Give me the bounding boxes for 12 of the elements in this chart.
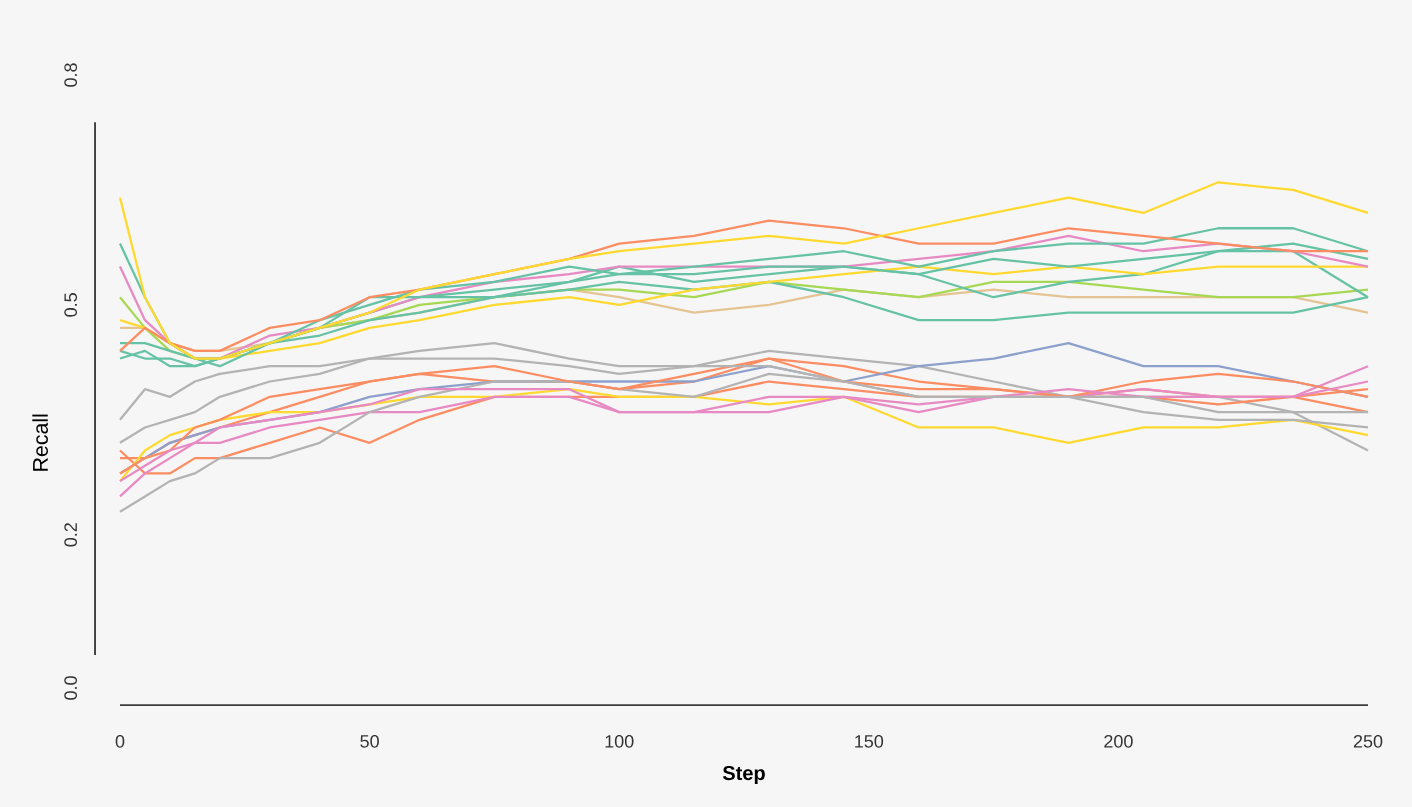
y-tick-label: 0.2 [64, 523, 78, 547]
y-tick-label: 0.8 [64, 63, 78, 87]
x-tick-label: 150 [855, 734, 884, 748]
y-tick-label: 0.5 [64, 293, 78, 317]
y-tick-label: 0.0 [64, 676, 78, 700]
x-tick-label: 200 [1104, 734, 1133, 748]
x-tick-label: 50 [360, 734, 379, 748]
x-tick-label: 100 [605, 734, 634, 748]
x-tick-label: 0 [115, 734, 125, 748]
x-tick-label: 250 [1353, 734, 1383, 748]
x-axis-title: Step [722, 765, 765, 785]
y-axis-title: Recall [32, 414, 48, 471]
